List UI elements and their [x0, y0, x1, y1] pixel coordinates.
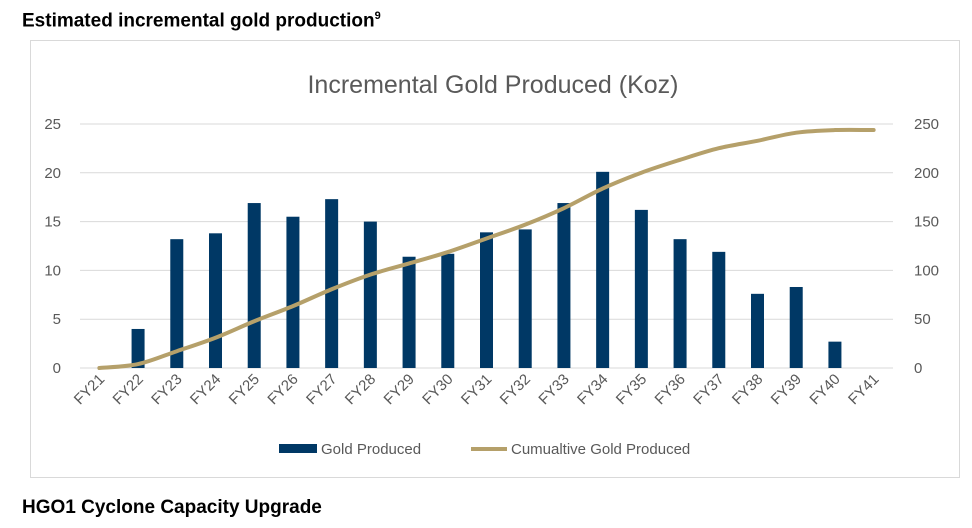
bar-FY26 — [286, 216, 300, 368]
x-tick-label: FY33 — [535, 371, 572, 408]
left-tick-label: 15 — [44, 214, 61, 231]
bar-FY24 — [209, 233, 222, 368]
x-tick-label: FY27 — [303, 371, 340, 408]
bar-FY31 — [480, 232, 493, 368]
chart-title: Incremental Gold Produced (Koz) — [307, 71, 678, 99]
bar-FY37 — [712, 251, 726, 368]
legend: Gold Produced Cumualtive Gold Produced — [279, 441, 690, 458]
x-tick-label: FY36 — [652, 371, 689, 408]
right-axis-ticks: 0 50 100 150 200 250 — [914, 116, 939, 377]
bar-FY25 — [247, 203, 261, 368]
x-tick-label: FY28 — [342, 371, 379, 408]
right-tick-label: 150 — [914, 214, 939, 231]
bar-FY33 — [557, 203, 571, 368]
legend-swatch-gold-produced — [279, 444, 317, 453]
x-tick-label: FY37 — [690, 371, 727, 408]
line-series — [97, 127, 876, 370]
bar-FY35 — [634, 209, 648, 368]
x-tick-label: FY30 — [419, 371, 456, 408]
right-tick-label: 250 — [914, 116, 939, 133]
bar-FY39 — [789, 286, 803, 368]
legend-label-gold-produced: Gold Produced — [321, 441, 421, 458]
x-tick-label: FY34 — [574, 371, 611, 408]
bar-FY27 — [325, 199, 339, 368]
x-axis-ticks: FY21 FY22 FY23 FY24 FY25 FY26 FY27 FY28 FY29 FY30… — [71, 371, 883, 408]
bar-FY30 — [441, 253, 455, 368]
x-tick-label: FY39 — [768, 371, 805, 408]
x-tick-label: FY32 — [497, 371, 534, 408]
bar-FY29 — [402, 256, 416, 368]
x-tick-label: FY24 — [187, 371, 224, 408]
left-axis-ticks: 0 5 10 15 20 25 — [44, 116, 61, 377]
x-tick-label: FY35 — [613, 371, 650, 408]
x-tick-label: FY23 — [148, 371, 185, 408]
legend-label-cumulative: Cumualtive Gold Produced — [511, 441, 690, 458]
section-heading-production: Estimated incremental gold production9 — [22, 10, 381, 32]
x-tick-label: FY31 — [458, 371, 495, 408]
left-tick-label: 0 — [53, 360, 61, 377]
x-tick-label: FY38 — [729, 371, 766, 408]
x-tick-label: FY40 — [806, 371, 843, 408]
gold-production-chart: Incremental Gold Produced (Koz) 0 5 10 15 20… — [44, 71, 939, 458]
footnote-marker: 9 — [374, 10, 381, 22]
right-tick-label: 100 — [914, 262, 939, 279]
x-tick-label: FY21 — [71, 371, 108, 408]
x-tick-label: FY22 — [110, 371, 147, 408]
left-tick-label: 20 — [44, 165, 61, 182]
bar-FY34 — [596, 171, 610, 368]
chart-frame: Incremental Gold Produced (Koz) 0 5 10 15 20… — [30, 40, 960, 478]
right-tick-label: 0 — [914, 360, 922, 377]
left-tick-label: 10 — [44, 262, 61, 279]
bar-FY40 — [828, 341, 842, 368]
right-tick-label: 200 — [914, 165, 939, 182]
bar-FY38 — [751, 293, 764, 368]
cumulative-line — [97, 127, 876, 370]
section-heading-cyclone: HGO1 Cyclone Capacity Upgrade — [22, 497, 322, 518]
bar-FY23 — [170, 239, 184, 368]
bar-series — [131, 171, 842, 368]
bar-FY22 — [131, 328, 145, 368]
bar-FY32 — [518, 229, 532, 368]
bar-FY28 — [363, 221, 377, 368]
x-tick-label: FY25 — [226, 371, 263, 408]
x-tick-label: FY26 — [264, 371, 301, 408]
left-tick-label: 25 — [44, 116, 61, 133]
left-tick-label: 5 — [53, 311, 61, 328]
right-tick-label: 50 — [914, 311, 931, 328]
bar-FY36 — [673, 239, 687, 368]
x-tick-label: FY41 — [845, 371, 882, 408]
x-tick-label: FY29 — [381, 371, 418, 408]
